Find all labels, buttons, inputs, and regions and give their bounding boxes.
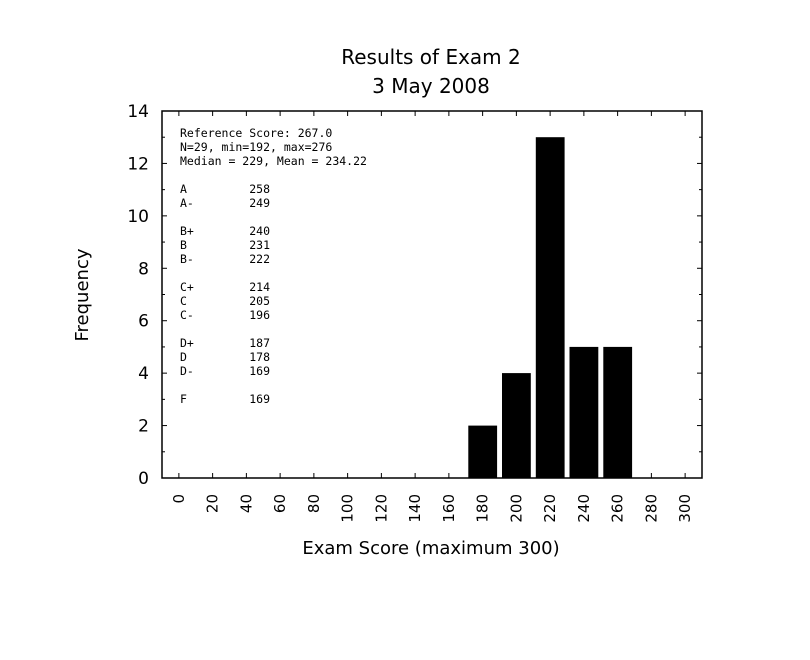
bar-180 — [468, 425, 498, 478]
grade-letter: A- — [180, 196, 194, 210]
grade-cutoff: 178 — [249, 350, 270, 364]
bar-260 — [603, 346, 633, 478]
grade-cutoff: 187 — [249, 336, 270, 350]
stats-line: Reference Score: 267.0 — [180, 126, 332, 140]
annotation-box: Reference Score: 267.0N=29, min=192, max… — [180, 126, 367, 406]
grade-letter: B+ — [180, 224, 194, 238]
x-tick-label: 280 — [642, 494, 660, 523]
x-tick-label: 40 — [237, 494, 255, 513]
y-tick-label: 6 — [138, 312, 149, 332]
x-tick-label: 220 — [541, 494, 559, 523]
grade-letter: A — [180, 182, 187, 196]
grade-cutoff: 214 — [249, 280, 270, 294]
x-tick-label: 140 — [406, 494, 424, 523]
x-tick-label: 260 — [609, 494, 627, 523]
y-tick-label: 10 — [127, 207, 149, 227]
x-tick-label: 300 — [676, 494, 694, 523]
stats-line: Median = 229, Mean = 234.22 — [180, 154, 367, 168]
stats-line: N=29, min=192, max=276 — [180, 140, 332, 154]
chart-title: Results of Exam 2 — [341, 45, 521, 69]
x-tick-label: 20 — [204, 494, 222, 513]
bar-220 — [535, 137, 565, 478]
grade-letter: D — [180, 350, 187, 364]
x-tick-label: 80 — [305, 494, 323, 513]
grade-letter: C — [180, 294, 187, 308]
y-axis-label: Frequency — [72, 248, 93, 341]
grade-letter: B- — [180, 252, 194, 266]
x-axis-label: Exam Score (maximum 300) — [302, 538, 559, 559]
chart-subtitle: 3 May 2008 — [372, 74, 490, 98]
grade-letter: C+ — [180, 280, 194, 294]
grade-letter: D+ — [180, 336, 194, 350]
grade-cutoff: 169 — [249, 364, 270, 378]
grade-cutoff: 169 — [249, 392, 270, 406]
grade-cutoff: 231 — [249, 238, 270, 252]
x-tick-label: 200 — [507, 494, 525, 523]
x-tick-label: 240 — [575, 494, 593, 523]
grade-cutoff: 205 — [249, 294, 270, 308]
y-tick-label: 14 — [127, 102, 149, 122]
grade-cutoff: 240 — [249, 224, 270, 238]
x-tick-label: 100 — [339, 494, 357, 523]
grade-letter: D- — [180, 364, 194, 378]
x-tick-label: 120 — [372, 494, 390, 523]
y-tick-label: 8 — [138, 259, 149, 279]
grade-cutoff: 222 — [249, 252, 270, 266]
grade-cutoff: 249 — [249, 196, 270, 210]
bars-layer — [468, 137, 633, 478]
y-tick-label: 12 — [127, 154, 149, 174]
grade-cutoff: 196 — [249, 308, 270, 322]
grade-cutoff: 258 — [249, 182, 270, 196]
grade-letter: C- — [180, 308, 194, 322]
grade-letter: B — [180, 238, 187, 252]
bar-240 — [569, 346, 599, 478]
x-tick-label: 180 — [474, 494, 492, 523]
y-tick-label: 4 — [138, 364, 149, 384]
grade-letter: F — [180, 392, 187, 406]
x-tick-label: 160 — [440, 494, 458, 523]
x-tick-label: 60 — [271, 494, 289, 513]
y-tick-label: 2 — [138, 417, 149, 437]
x-tick-label: 0 — [170, 494, 188, 504]
y-tick-label: 0 — [138, 469, 149, 489]
bar-200 — [502, 373, 531, 478]
